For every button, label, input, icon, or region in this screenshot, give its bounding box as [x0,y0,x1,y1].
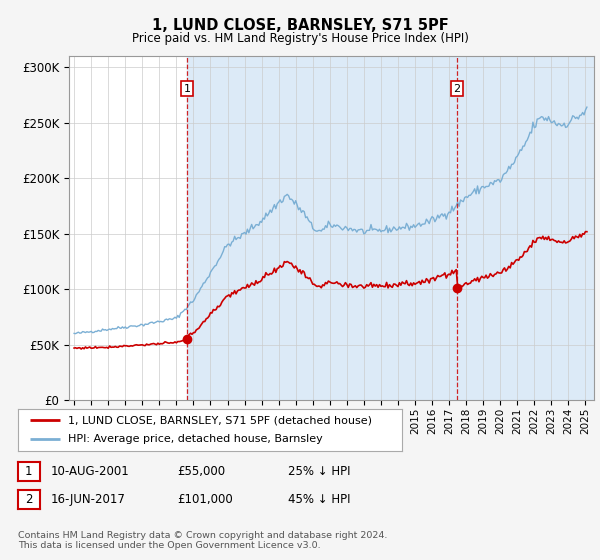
Text: 2: 2 [25,493,32,506]
Text: 1: 1 [184,83,191,94]
Text: Price paid vs. HM Land Registry's House Price Index (HPI): Price paid vs. HM Land Registry's House … [131,32,469,45]
Text: 45% ↓ HPI: 45% ↓ HPI [288,493,350,506]
Text: £55,000: £55,000 [177,465,225,478]
Text: Contains HM Land Registry data © Crown copyright and database right 2024.
This d: Contains HM Land Registry data © Crown c… [18,531,388,550]
Bar [187,56,600,400]
Text: 10-AUG-2001: 10-AUG-2001 [51,465,130,478]
Text: 1, LUND CLOSE, BARNSLEY, S71 5PF (detached house): 1, LUND CLOSE, BARNSLEY, S71 5PF (detach… [68,415,372,425]
Text: 2: 2 [454,83,460,94]
Text: 1, LUND CLOSE, BARNSLEY, S71 5PF: 1, LUND CLOSE, BARNSLEY, S71 5PF [152,18,448,33]
Text: £101,000: £101,000 [177,493,233,506]
Text: 25% ↓ HPI: 25% ↓ HPI [288,465,350,478]
Text: HPI: Average price, detached house, Barnsley: HPI: Average price, detached house, Barn… [68,435,323,445]
Text: 1: 1 [25,465,32,478]
Text: 16-JUN-2017: 16-JUN-2017 [51,493,126,506]
